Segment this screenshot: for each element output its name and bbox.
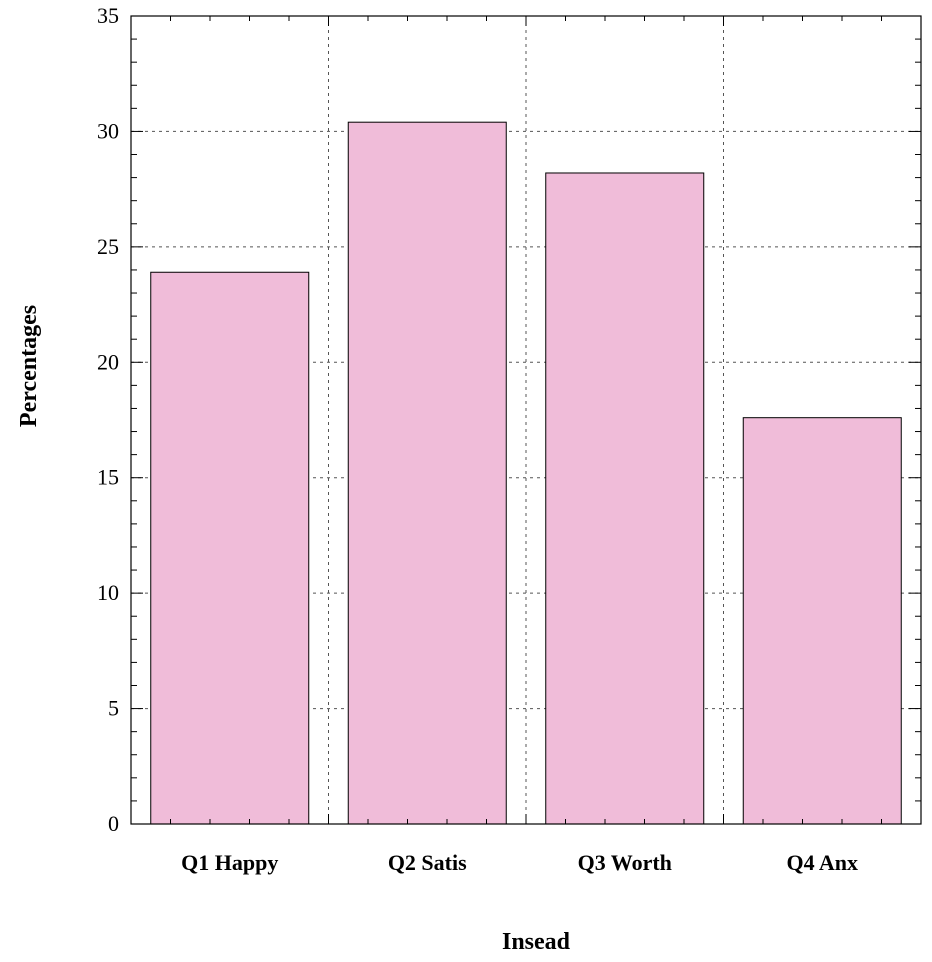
y-tick-label: 0 bbox=[108, 811, 119, 836]
y-tick-label: 10 bbox=[97, 580, 119, 605]
bar-q1-happy bbox=[150, 271, 310, 825]
bar-q2-satis bbox=[347, 121, 507, 825]
axis-ticks bbox=[131, 15, 921, 825]
y-tick-label: 25 bbox=[97, 234, 119, 259]
x-axis-title: Insead bbox=[502, 929, 571, 955]
y-axis-title: Percentages bbox=[16, 305, 42, 427]
x-category-label: Q1 Happy bbox=[181, 850, 278, 875]
y-tick-label: 5 bbox=[108, 696, 119, 721]
bar-q3-worth bbox=[545, 172, 705, 825]
y-tick-label: 20 bbox=[97, 349, 119, 374]
y-tick-label: 30 bbox=[97, 118, 119, 143]
y-tick-label: 15 bbox=[97, 465, 119, 490]
y-tick-labels: 0 5 10 15 20 25 30 35 bbox=[97, 3, 119, 836]
x-category-labels: Q1 Happy Q2 Satis Q3 Worth Q4 Anx bbox=[181, 850, 858, 875]
y-tick-label: 35 bbox=[97, 3, 119, 28]
bars bbox=[150, 121, 902, 825]
x-category-label: Q2 Satis bbox=[388, 850, 467, 875]
x-category-label: Q3 Worth bbox=[578, 850, 672, 875]
bar-q4-anx bbox=[742, 417, 902, 825]
x-category-label: Q4 Anx bbox=[786, 850, 858, 875]
